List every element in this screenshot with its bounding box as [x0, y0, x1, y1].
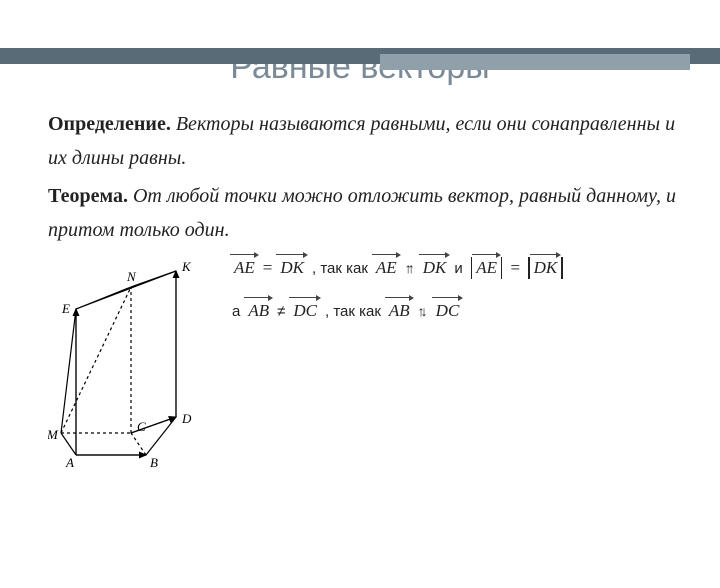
vec-AB-2: AB: [387, 301, 412, 321]
abs-DK: DK: [526, 257, 565, 279]
definition-keyword: Определение.: [48, 113, 171, 135]
header-bar: [0, 48, 720, 64]
because-text-2: , так как: [325, 303, 381, 320]
math-block: AE = DK , так как AE ↑↑ DK и AE = DK: [208, 257, 680, 343]
theorem-text: От любой точки можно отложить вектор, ра…: [48, 185, 676, 241]
svg-text:C: C: [137, 419, 146, 434]
content: Определение. Векторы называются равными,…: [48, 107, 680, 477]
antidirectional-icon: ↑↓: [418, 303, 428, 319]
theorem-paragraph: Теорема. От любой точки можно отложить в…: [48, 179, 680, 247]
vec-AE: AE: [232, 258, 257, 278]
svg-text:D: D: [181, 411, 192, 426]
equals-sign: =: [263, 258, 273, 278]
vec-DC-2: DC: [434, 301, 462, 321]
vec-DC: DC: [291, 301, 319, 321]
svg-text:M: M: [48, 427, 59, 442]
figure-row: ABCDEKMN AE = DK , так как AE ↑↑ DK и AE…: [48, 257, 680, 477]
svg-text:B: B: [150, 455, 158, 470]
and-text: и: [454, 260, 462, 277]
definition-paragraph: Определение. Векторы называются равными,…: [48, 107, 680, 175]
equals-sign-2: =: [510, 258, 520, 278]
vec-DK: DK: [278, 258, 306, 278]
header-accent: [380, 54, 690, 70]
codirectional-icon: ↑↑: [405, 260, 415, 276]
prism-diagram: A B C D E K M N: [48, 257, 208, 477]
not-equal-sign: ≠: [277, 303, 285, 320]
svg-text:A: A: [65, 455, 74, 470]
vec-AB: AB: [246, 301, 271, 321]
a-text: а: [232, 303, 240, 320]
math-line-2: а AB ≠ DC , так как AB ↑↓ DC: [232, 301, 680, 321]
vec-DK-2: DK: [421, 258, 449, 278]
theorem-keyword: Теорема.: [48, 185, 128, 207]
because-text: , так как: [312, 260, 368, 277]
svg-text:K: K: [181, 259, 192, 274]
svg-text:N: N: [126, 269, 137, 284]
abs-AE: AE: [469, 257, 505, 279]
math-line-1: AE = DK , так как AE ↑↑ DK и AE = DK: [232, 257, 680, 279]
svg-text:E: E: [61, 301, 70, 316]
vec-AE-2: AE: [374, 258, 399, 278]
